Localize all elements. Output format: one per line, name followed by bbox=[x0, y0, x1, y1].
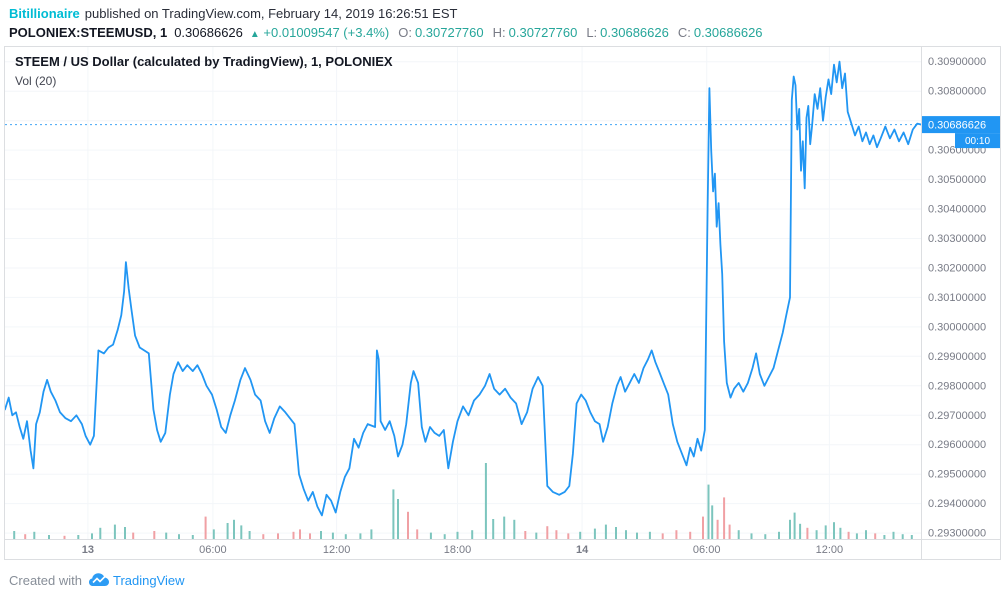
svg-text:0.30400000: 0.30400000 bbox=[928, 204, 986, 216]
open-value: 0.30727760 bbox=[414, 25, 484, 40]
grid bbox=[5, 47, 921, 539]
price-axis: 0.29300000 0.29400000 0.29500000 0.29600000… bbox=[928, 56, 986, 539]
svg-text:0.30686626: 0.30686626 bbox=[928, 120, 986, 132]
svg-text:0.29800000: 0.29800000 bbox=[928, 380, 986, 392]
svg-text:06:00: 06:00 bbox=[199, 544, 227, 556]
svg-text:0.29500000: 0.29500000 bbox=[928, 469, 986, 481]
price-chart[interactable]: 0.29300000 0.29400000 0.29500000 0.29600000… bbox=[5, 47, 1000, 559]
svg-text:14: 14 bbox=[576, 544, 589, 556]
up-arrow-icon: ▲ bbox=[249, 29, 260, 40]
last-price-value: 0.30686626 bbox=[174, 25, 243, 40]
close-label: C: bbox=[677, 25, 691, 40]
close-value: 0.30686626 bbox=[693, 25, 763, 40]
chart-frame: 0.29300000 0.29400000 0.29500000 0.29600000… bbox=[4, 46, 1001, 560]
price-change: ▲ +0.01009547 (+3.4%) bbox=[250, 25, 389, 40]
svg-text:0.29400000: 0.29400000 bbox=[928, 498, 986, 510]
publish-text: published on TradingView.com, February 1… bbox=[84, 6, 458, 21]
change-text: +0.01009547 (+3.4%) bbox=[263, 25, 390, 40]
symbol-label: POLONIEX:STEEMUSD, 1 bbox=[9, 25, 168, 40]
publish-info: Bitillionaire published on TradingView.co… bbox=[9, 6, 763, 22]
price-line bbox=[5, 60, 922, 517]
high-label: H: bbox=[492, 25, 506, 40]
low-label: L: bbox=[586, 25, 598, 40]
svg-text:12:00: 12:00 bbox=[816, 544, 844, 556]
svg-text:0.29300000: 0.29300000 bbox=[928, 528, 986, 540]
footer: Created with TradingView bbox=[9, 570, 185, 590]
volume-bars bbox=[13, 463, 913, 539]
tradingview-link[interactable]: TradingView bbox=[112, 572, 185, 588]
svg-text:0.29600000: 0.29600000 bbox=[928, 439, 986, 451]
svg-text:0.30200000: 0.30200000 bbox=[928, 263, 986, 275]
svg-text:0.30000000: 0.30000000 bbox=[928, 321, 986, 333]
open-label: O: bbox=[398, 25, 412, 40]
svg-text:0.30500000: 0.30500000 bbox=[928, 174, 986, 186]
svg-text:0.30100000: 0.30100000 bbox=[928, 292, 986, 304]
symbol-info-bar: POLONIEX:STEEMUSD, 1 0.30686626 ▲ +0.01009… bbox=[9, 25, 763, 43]
tradingview-logo-icon bbox=[88, 573, 109, 587]
svg-text:0.29900000: 0.29900000 bbox=[928, 351, 986, 363]
svg-text:0.30800000: 0.30800000 bbox=[928, 86, 986, 98]
svg-text:00:10: 00:10 bbox=[965, 136, 990, 147]
countdown-badge bbox=[955, 133, 1000, 149]
svg-text:12:00: 12:00 bbox=[323, 544, 351, 556]
author-link[interactable]: Bitillionaire bbox=[9, 6, 80, 21]
header: Bitillionaire published on TradingView.co… bbox=[9, 6, 763, 43]
low-value: 0.30686626 bbox=[600, 25, 669, 40]
time-axis: 13 06:00 12:00 18:00 14 06:00 12:00 bbox=[82, 544, 843, 556]
last-price-label: 0.30686626 00:10 bbox=[922, 116, 1000, 149]
svg-text:13: 13 bbox=[82, 544, 94, 556]
svg-text:18:00: 18:00 bbox=[444, 544, 472, 556]
high-value: 0.30727760 bbox=[508, 25, 578, 40]
svg-text:06:00: 06:00 bbox=[693, 544, 721, 556]
svg-text:0.30300000: 0.30300000 bbox=[928, 233, 986, 245]
svg-text:0.30900000: 0.30900000 bbox=[928, 56, 986, 68]
created-with-label: Created with bbox=[9, 572, 82, 588]
svg-text:0.29700000: 0.29700000 bbox=[928, 410, 986, 422]
